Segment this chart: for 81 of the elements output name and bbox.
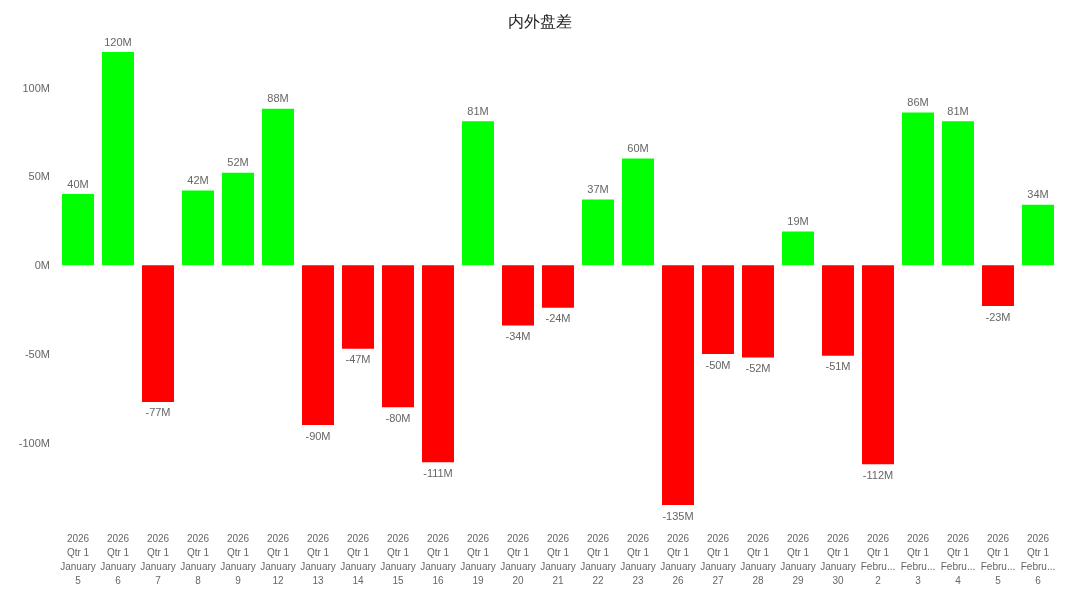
bar — [502, 265, 534, 326]
bar — [262, 108, 294, 266]
x-tick-label: 2026 Qtr 1 January 6 — [100, 532, 136, 586]
bar — [182, 190, 214, 266]
x-tick-label: 2026 Qtr 1 January 14 — [340, 532, 376, 586]
bar — [222, 172, 254, 266]
data-label: -80M — [385, 411, 411, 424]
bar — [422, 265, 454, 463]
bar — [342, 265, 374, 349]
bar — [382, 265, 414, 408]
x-tick-label: 2026 Qtr 1 Febru... 4 — [940, 532, 976, 586]
bar — [782, 231, 814, 266]
bar — [62, 194, 94, 266]
bar — [822, 265, 854, 356]
data-label: -51M — [825, 360, 851, 373]
x-tick-label: 2026 Qtr 1 January 29 — [780, 532, 816, 586]
y-tick-label: -100M — [18, 436, 50, 449]
x-tick-label: 2026 Qtr 1 January 26 — [660, 532, 696, 586]
bar — [742, 265, 774, 358]
data-label: 120M — [104, 35, 132, 48]
bar — [662, 265, 694, 505]
data-label: 60M — [627, 142, 649, 155]
data-label: -34M — [505, 330, 531, 343]
x-tick-label: 2026 Qtr 1 January 7 — [140, 532, 176, 586]
data-label: -135M — [662, 509, 694, 522]
x-tick-label: 2026 Qtr 1 January 21 — [540, 532, 576, 586]
data-label: -77M — [145, 406, 171, 419]
data-label: -90M — [305, 429, 331, 442]
y-tick-label: -50M — [24, 348, 50, 360]
data-label: 34M — [1027, 188, 1049, 201]
x-tick-label: 2026 Qtr 1 January 20 — [500, 532, 536, 586]
bar — [462, 121, 494, 266]
data-label: 88M — [267, 92, 289, 105]
bar — [902, 112, 934, 266]
bar — [142, 265, 174, 402]
x-tick-label: 2026 Qtr 1 January 27 — [700, 532, 736, 586]
data-label: -112M — [862, 468, 894, 481]
x-tick-label: 2026 Qtr 1 January 9 — [220, 532, 256, 586]
data-label: 52M — [227, 156, 249, 169]
bar — [702, 265, 734, 354]
x-tick-label: 2026 Qtr 1 January 19 — [460, 532, 496, 586]
data-label: 40M — [67, 177, 89, 190]
data-label: -111M — [423, 466, 453, 479]
x-tick-label: 2026 Qtr 1 January 30 — [820, 532, 856, 586]
bar — [862, 265, 894, 465]
x-tick-label: 2026 Qtr 1 January 16 — [420, 532, 456, 586]
y-tick-label: 0M — [34, 259, 50, 272]
data-label: -52M — [745, 362, 771, 375]
chart-title: 内外盘差 — [508, 11, 572, 31]
x-tick-label: 2026 Qtr 1 Febru... 6 — [1020, 532, 1056, 586]
x-tick-label: 2026 Qtr 1 Febru... 2 — [860, 532, 896, 586]
data-label: -23M — [985, 310, 1011, 323]
bar — [622, 158, 654, 266]
x-tick-label: 2026 Qtr 1 January 5 — [60, 532, 96, 586]
x-tick-label: 2026 Qtr 1 Febru... 5 — [980, 532, 1016, 586]
data-label: -24M — [545, 312, 571, 325]
x-tick-label: 2026 Qtr 1 January 13 — [300, 532, 336, 586]
data-label: 86M — [907, 95, 929, 108]
x-tick-label: 2026 Qtr 1 January 12 — [260, 532, 296, 586]
data-label: 42M — [187, 174, 209, 187]
bar — [1022, 204, 1054, 266]
data-label: 81M — [467, 104, 489, 117]
x-tick-label: 2026 Qtr 1 January 22 — [580, 532, 616, 586]
x-tick-label: 2026 Qtr 1 January 23 — [620, 532, 656, 586]
bar — [982, 265, 1014, 307]
data-label: 19M — [787, 214, 809, 227]
x-tick-label: 2026 Qtr 1 January 28 — [740, 532, 776, 586]
y-tick-label: 100M — [22, 81, 50, 94]
data-label: 37M — [587, 182, 609, 195]
bar — [102, 52, 134, 266]
bar — [582, 199, 614, 266]
x-tick-label: 2026 Qtr 1 January 15 — [380, 532, 416, 586]
data-label: -47M — [345, 353, 371, 366]
y-tick-label: 50M — [28, 170, 50, 183]
data-label: -50M — [705, 358, 731, 371]
x-tick-label: 2026 Qtr 1 January 8 — [180, 532, 216, 586]
bar — [542, 265, 574, 308]
bar — [302, 265, 334, 426]
x-tick-label: 2026 Qtr 1 Febru... 3 — [900, 532, 936, 586]
data-label: 81M — [947, 104, 969, 117]
bar — [942, 121, 974, 266]
